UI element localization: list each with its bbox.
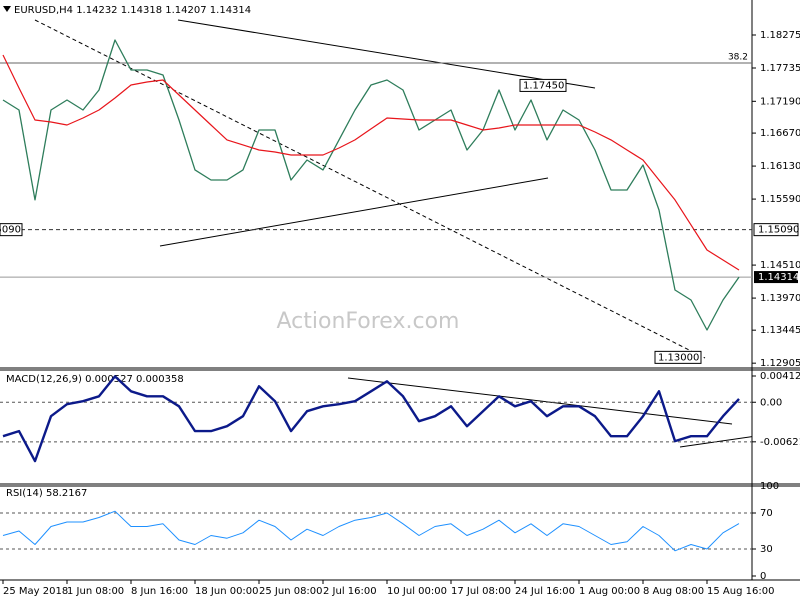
axis-label-box [754,271,798,284]
collapse-icon [3,6,11,12]
series-line [2,375,740,463]
y-tick-label: 1.15590 [760,194,800,205]
chart-title: EURUSD,H4 1.14232 1.14318 1.14207 1.1431… [14,5,251,16]
annotation-label: 1.17450 [523,80,564,91]
y-tick-label: 1.17190 [760,96,800,107]
level-label-clip: 1.15090 [0,225,21,236]
level-label-box [0,223,23,237]
series-line [2,510,740,552]
trend-line [679,436,752,448]
y-tick-label: 0.004125 [760,371,800,382]
series-line [2,54,740,271]
axis-label: 1.14314 [758,272,799,283]
y-tick-label: 1.12905 [760,358,800,369]
chart-title: MACD(12,26,9) 0.000527 0.000358 [6,374,184,385]
x-tick-label: 1 Jun 08:00 [67,586,124,597]
x-tick-label: 25 Jun 08:00 [259,586,323,597]
axis-label: 1.15090 [758,225,799,236]
x-tick-label: 18 Jun 00:00 [195,586,259,597]
y-tick-label: 100 [760,481,779,492]
trend-line [159,177,549,247]
x-tick-label: 8 Jun 16:00 [131,586,188,597]
y-tick-label: 1.17735 [760,63,800,74]
x-tick-label: 1 Aug 00:00 [579,586,640,597]
annotation-label: 1.13000 [658,352,699,363]
y-tick-label: 0 [760,571,766,582]
level-label: 1.15090 [0,225,21,236]
annotation-box [519,78,567,92]
y-tick-label: 0.00 [760,397,782,408]
annotation-box [654,350,702,364]
y-tick-label: 70 [760,508,773,519]
y-tick-label: 1.16670 [760,128,800,139]
y-tick-label: 1.16130 [760,161,800,172]
y-tick-label: -0.006218 [760,437,800,448]
x-tick-label: 15 Aug 16:00 [707,586,774,597]
x-tick-label: 10 Jul 00:00 [387,586,447,597]
y-tick-label: 30 [760,544,773,555]
fib-label: 38.2 [728,52,748,62]
trend-line [177,19,596,89]
x-tick-label: 25 May 2018 [3,586,68,597]
watermark: ActionForex.com [277,309,460,334]
x-tick-label: 17 Jul 08:00 [451,586,511,597]
y-tick-label: 1.13970 [760,293,800,304]
x-tick-label: 8 Aug 08:00 [643,586,704,597]
series-line [2,39,740,331]
x-tick-label: 2 Jul 16:00 [323,586,377,597]
y-tick-label: 1.14510 [760,260,800,271]
axis-label-box [753,223,799,237]
chart-title: RSI(14) 58.2167 [6,488,87,499]
x-tick-label: 24 Jul 16:00 [515,586,575,597]
y-tick-label: 1.13445 [760,325,800,336]
trend-line [34,19,706,359]
y-tick-label: 1.18275 [760,30,800,41]
